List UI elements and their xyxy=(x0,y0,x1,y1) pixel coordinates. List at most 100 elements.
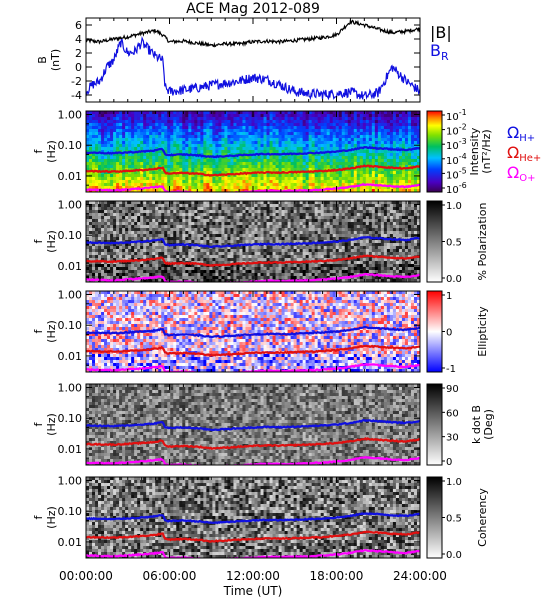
spectrogram-cell xyxy=(104,234,108,238)
spectrogram-cell xyxy=(263,273,267,277)
spectrogram-cell xyxy=(308,123,313,127)
spectrogram-cell xyxy=(107,180,111,184)
spectrogram-cell xyxy=(380,111,385,115)
spectrogram-cell xyxy=(146,165,150,169)
spectrogram-cell xyxy=(410,111,415,115)
spectrogram-cell xyxy=(410,156,415,160)
spectrogram-cell xyxy=(389,156,394,160)
spectrogram-cell xyxy=(185,225,189,229)
spectrogram-cell xyxy=(233,267,237,271)
spectrogram-cell xyxy=(149,231,153,235)
spectrogram-cell xyxy=(113,120,117,124)
spectrogram-cell xyxy=(158,162,162,166)
spectrogram-cell xyxy=(206,204,210,208)
spectrogram-cell xyxy=(320,129,325,133)
spectrogram-cell xyxy=(296,165,301,169)
spectrogram-cell xyxy=(257,240,261,244)
spectrogram-cell xyxy=(233,168,237,172)
spectrogram-cell xyxy=(149,144,153,148)
polarization-spectrogram xyxy=(86,201,420,282)
spectrogram-cell xyxy=(155,183,159,187)
spectrogram-cell xyxy=(182,228,186,232)
spectrogram-cell xyxy=(113,165,117,169)
spectrogram-cell xyxy=(164,222,168,226)
spectrogram-cell xyxy=(344,132,349,136)
spectrogram-cell xyxy=(197,111,201,115)
spectrogram-cell xyxy=(383,120,388,124)
spectrogram-cell xyxy=(389,174,394,178)
spectrogram-cell xyxy=(371,180,376,184)
spectrogram-cell xyxy=(110,132,114,136)
spectrogram-cell xyxy=(356,180,361,184)
spectrogram-cell xyxy=(137,219,141,223)
spectrogram-cell xyxy=(164,174,168,178)
spectrogram-cell xyxy=(116,231,120,235)
spectrogram-cell xyxy=(230,150,234,154)
spectrogram-cell xyxy=(215,231,219,235)
spectrogram-cell xyxy=(296,141,301,145)
spectrogram-cell xyxy=(293,150,298,154)
spectrogram-cell xyxy=(185,165,189,169)
spectrogram-cell xyxy=(242,201,246,205)
spectrogram-cell xyxy=(86,123,90,127)
spectrogram-cell xyxy=(224,219,228,223)
spectrogram-cell xyxy=(233,150,237,154)
spectrogram-cell xyxy=(335,153,340,157)
spectrogram-cell xyxy=(176,270,180,274)
spectrogram-cell xyxy=(344,138,349,142)
spectrogram-cell xyxy=(113,258,117,262)
spectrogram-cell xyxy=(284,183,288,187)
spectrogram-cell xyxy=(284,213,288,217)
spectrogram-cell xyxy=(230,213,234,217)
spectrogram-cell xyxy=(128,129,132,133)
spectrogram-cell xyxy=(203,258,207,262)
spectrogram-cell xyxy=(116,252,120,256)
spectrogram-cell xyxy=(290,147,295,151)
spectrogram-cell xyxy=(371,117,376,121)
spectrogram-cell xyxy=(362,174,367,178)
spectrogram-cell xyxy=(236,201,240,205)
spectrogram-cell xyxy=(110,120,114,124)
spectrogram-cell xyxy=(200,267,204,271)
spectrogram-cell xyxy=(197,207,201,211)
spectrogram-cell xyxy=(191,117,195,121)
spectrogram-cell xyxy=(335,159,340,163)
spectrogram-cell xyxy=(356,144,361,148)
spectrogram-cell xyxy=(125,165,129,169)
spectrogram-cell xyxy=(320,132,325,136)
spectrogram-cell xyxy=(182,147,186,151)
spectrogram-cell xyxy=(104,255,108,259)
spectrogram-cell xyxy=(362,132,367,136)
spectrogram-cell xyxy=(266,258,270,262)
spectrogram-cell xyxy=(203,189,207,192)
spectrogram-cell xyxy=(110,255,114,259)
spectrogram-cell xyxy=(311,141,316,145)
spectrogram-cell xyxy=(95,186,99,190)
spectrogram-cell xyxy=(242,165,246,169)
spectrogram-cell xyxy=(116,159,120,163)
spectrogram-cell xyxy=(191,135,195,139)
spectrogram-cell xyxy=(158,111,162,115)
spectrogram-cell xyxy=(119,216,123,220)
spectrogram-cell xyxy=(146,279,150,282)
intensity-colorbar-label-text: Intensity xyxy=(468,127,481,175)
spectrogram-cell xyxy=(236,174,240,178)
spectrogram-cell xyxy=(221,147,225,151)
spectrogram-cell xyxy=(398,177,403,181)
spectrogram-cell xyxy=(269,222,273,226)
spectrogram-cell xyxy=(119,174,123,178)
spectrogram-cell xyxy=(146,246,150,250)
spectrogram-cell xyxy=(266,174,270,178)
spectrogram-cell xyxy=(248,207,252,211)
spectrogram-cell xyxy=(290,132,295,136)
spectrogram-cell xyxy=(233,222,237,226)
spectrogram-cell xyxy=(212,132,216,136)
spectrogram-cell xyxy=(245,213,249,217)
spectrogram-cell xyxy=(140,147,144,151)
spectrogram-cell xyxy=(188,177,192,181)
spectrogram-cell xyxy=(269,270,273,274)
spectrogram-cell xyxy=(254,165,258,169)
spectrogram-cell xyxy=(92,213,96,217)
spectrogram-cell xyxy=(221,228,225,232)
spectrogram-cell xyxy=(128,246,132,250)
